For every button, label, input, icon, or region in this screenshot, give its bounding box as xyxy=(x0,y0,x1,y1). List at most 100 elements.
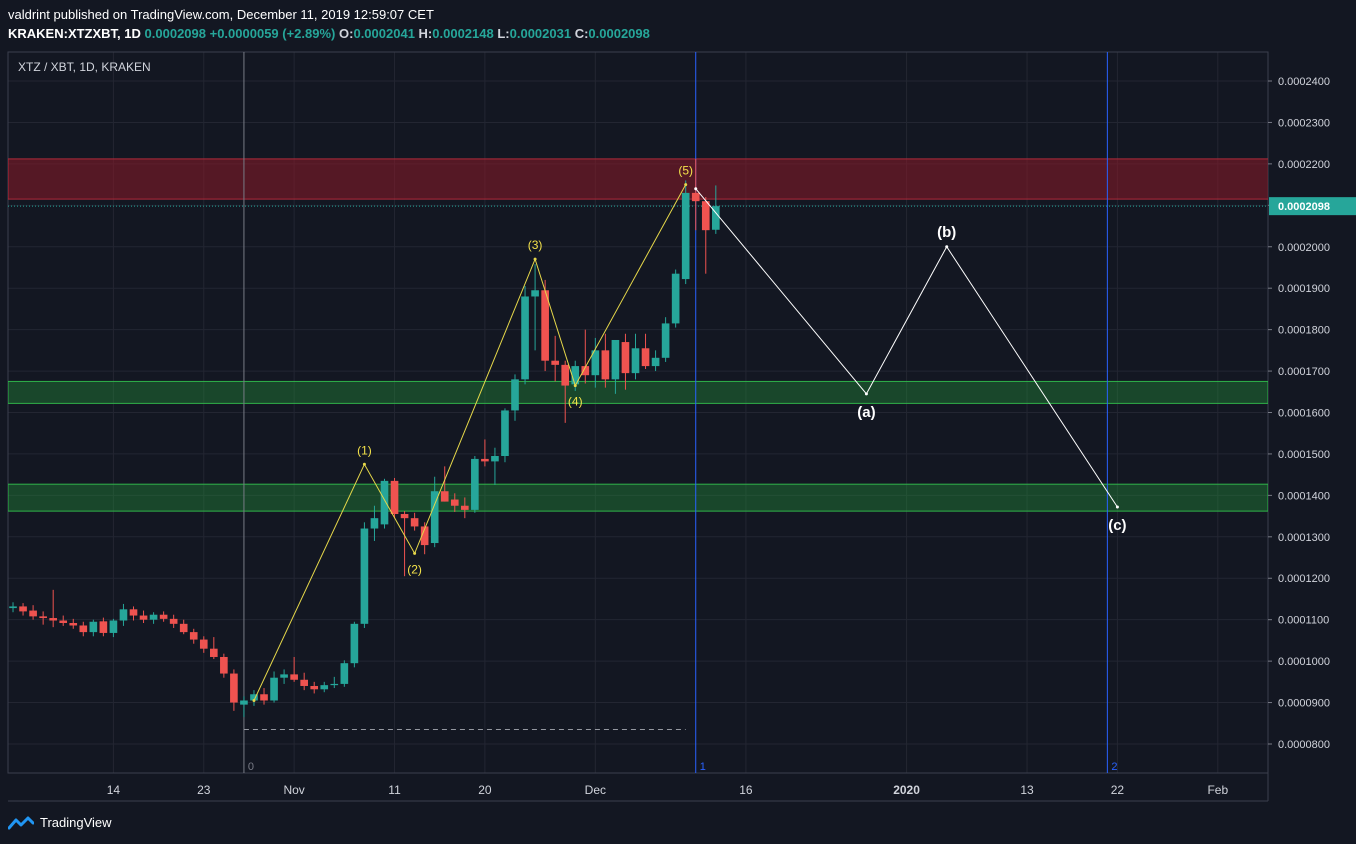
impulse-wave-label: (4) xyxy=(568,395,583,409)
candle-body xyxy=(290,674,298,680)
last-price-tag xyxy=(1269,197,1356,216)
candle xyxy=(169,614,178,628)
candle xyxy=(230,669,238,711)
candle-body xyxy=(300,679,308,686)
candle xyxy=(280,669,288,684)
candle xyxy=(601,333,610,388)
impulse-wave-point xyxy=(533,257,537,261)
impulse-wave-point xyxy=(413,551,417,555)
candle xyxy=(430,476,439,548)
resistance-zone xyxy=(8,158,1268,200)
candle-body xyxy=(631,348,640,374)
impulse-wave-label: (2) xyxy=(407,562,422,576)
tradingview-logo[interactable]: TradingView xyxy=(8,815,112,830)
candle xyxy=(631,333,640,380)
candle xyxy=(9,602,17,613)
support-zone xyxy=(8,483,1268,512)
time-tick-label: Feb xyxy=(1207,783,1228,797)
time-axis: 14 23 Nov 11 20 Dec 16 2020 13 22 Feb xyxy=(107,783,1229,797)
candle-body xyxy=(460,505,469,510)
correction-wave-label: (b) xyxy=(937,224,956,241)
time-tick-label: 23 xyxy=(197,783,211,797)
candle-body xyxy=(280,674,288,678)
candle-body xyxy=(39,616,47,619)
correction-wave-point xyxy=(945,245,949,249)
candle xyxy=(360,522,369,628)
candle-body xyxy=(59,620,68,623)
close-label: C: xyxy=(574,26,589,41)
price-tick-label: 0.0001400 xyxy=(1278,490,1330,502)
price-tick-label: 0.0001500 xyxy=(1278,449,1330,461)
candle xyxy=(641,333,650,369)
last-price: 0.0002098 xyxy=(144,26,206,41)
candle xyxy=(99,617,108,637)
candle-body xyxy=(641,348,650,367)
candle xyxy=(260,688,268,705)
impulse-wave-line xyxy=(253,184,687,701)
candle-body xyxy=(430,491,439,544)
candle-body xyxy=(230,673,238,703)
candle xyxy=(691,158,700,231)
ohlc-header: KRAKEN:XTZXBT, 1D 0.0002098 +0.0000059 (… xyxy=(8,26,650,41)
candle-body xyxy=(491,456,499,462)
candle-body xyxy=(581,366,590,376)
candle xyxy=(511,374,519,421)
candle-body xyxy=(199,639,208,649)
candle xyxy=(210,637,218,660)
vertical-line-label: 0 xyxy=(248,761,254,773)
candle-body xyxy=(240,700,248,705)
candle-body xyxy=(29,610,37,617)
candle-body xyxy=(711,206,720,230)
candle-body xyxy=(410,518,419,527)
candle-body xyxy=(370,518,379,529)
candle xyxy=(300,672,308,691)
candle xyxy=(440,466,449,502)
candle-body xyxy=(621,342,630,374)
candle xyxy=(189,628,198,644)
candle xyxy=(49,589,57,628)
candle-body xyxy=(149,614,158,620)
candle-body xyxy=(340,663,349,684)
time-tick-label: 20 xyxy=(478,783,492,797)
candle-body xyxy=(400,514,409,519)
candle-body xyxy=(551,360,559,365)
candle-body xyxy=(671,273,680,324)
candle xyxy=(220,653,228,678)
candle-body xyxy=(330,683,339,686)
price-tick-label: 0.0001200 xyxy=(1278,573,1330,585)
chart-title: XTZ / XBT, 1D, KRAKEN xyxy=(18,60,151,74)
candle-body xyxy=(250,694,258,701)
candle xyxy=(179,619,188,635)
correction-wave-label: (c) xyxy=(1108,517,1126,534)
correction-wave-point xyxy=(864,392,868,396)
time-tick-label: Nov xyxy=(283,783,304,797)
candle-body xyxy=(320,685,329,690)
price-tick-label: 0.0001300 xyxy=(1278,532,1330,544)
candle-body xyxy=(89,621,98,633)
candle xyxy=(79,621,88,637)
candle xyxy=(661,317,670,362)
candle xyxy=(19,603,27,616)
candle xyxy=(139,610,148,623)
candle-body xyxy=(189,632,198,640)
brand-label: TradingView xyxy=(40,815,112,830)
candle xyxy=(591,337,600,388)
candle-body xyxy=(109,620,118,633)
candle xyxy=(250,690,258,706)
impulse-wave-label: (5) xyxy=(678,164,693,178)
impulse-wave-point xyxy=(684,183,688,187)
time-tick-label: 22 xyxy=(1111,783,1125,797)
candle xyxy=(450,493,459,512)
candle-body xyxy=(531,290,539,297)
time-tick-label: Dec xyxy=(585,783,606,797)
candle xyxy=(420,522,429,555)
candle xyxy=(310,681,319,694)
time-tick-label: 14 xyxy=(107,783,121,797)
price-tick-label: 0.0001800 xyxy=(1278,325,1330,337)
symbol-label: KRAKEN:XTZXBT, 1D xyxy=(8,26,141,41)
candle xyxy=(531,264,539,351)
time-tick-label: 16 xyxy=(739,783,753,797)
close-value: 0.0002098 xyxy=(588,26,650,41)
price-tick-label: 0.0002300 xyxy=(1278,117,1330,129)
